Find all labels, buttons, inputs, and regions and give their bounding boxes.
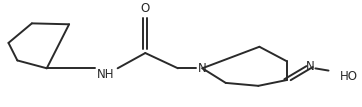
Text: NH: NH <box>97 68 114 81</box>
Text: N: N <box>198 62 207 75</box>
Text: HO: HO <box>340 70 358 82</box>
Text: O: O <box>141 2 150 15</box>
Text: N: N <box>306 60 315 73</box>
